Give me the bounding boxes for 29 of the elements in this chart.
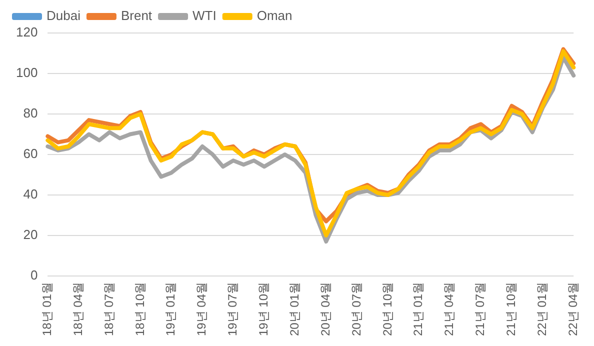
legend-label: Brent <box>120 8 152 24</box>
y-tick-label: 40 <box>23 186 38 202</box>
x-tick-label: 20년 01월 <box>287 282 302 336</box>
y-tick-label: 0 <box>30 268 38 283</box>
y-tick-label: 120 <box>16 24 38 40</box>
x-tick-label: 20년 04월 <box>318 282 332 336</box>
legend-label: Dubai <box>46 8 81 24</box>
x-tick-label: 19년 07월 <box>226 282 240 336</box>
x-tick-label: 18년 10월 <box>132 282 147 336</box>
x-tick-label: 19년 04월 <box>194 282 209 336</box>
x-tick-label: 20년 10월 <box>380 282 394 336</box>
x-tick-label: 18년 07월 <box>102 282 116 336</box>
x-tick-label: 18년 04월 <box>70 282 85 336</box>
y-tick-label: 60 <box>23 146 38 162</box>
x-tick-label: 19년 01월 <box>164 282 178 336</box>
y-tick-label: 80 <box>23 106 38 121</box>
x-tick-label: 20년 07월 <box>349 282 364 336</box>
x-tick-label: 19년 10월 <box>256 282 271 336</box>
x-tick-label: 18년 01월 <box>40 282 54 336</box>
x-tick-label: 22년 01월 <box>534 282 549 336</box>
x-tick-label: 21년 07월 <box>473 282 488 336</box>
x-tick-label: 21년 10월 <box>504 282 518 336</box>
legend-label: WTI <box>192 8 216 24</box>
legend-label: Oman <box>256 8 292 24</box>
y-tick-label: 20 <box>23 227 38 242</box>
x-tick-label: 21년 01월 <box>411 282 426 336</box>
x-tick-label: 21년 04월 <box>442 282 456 336</box>
x-tick-label: 22년 04월 <box>566 282 580 336</box>
y-tick-label: 100 <box>16 65 38 80</box>
